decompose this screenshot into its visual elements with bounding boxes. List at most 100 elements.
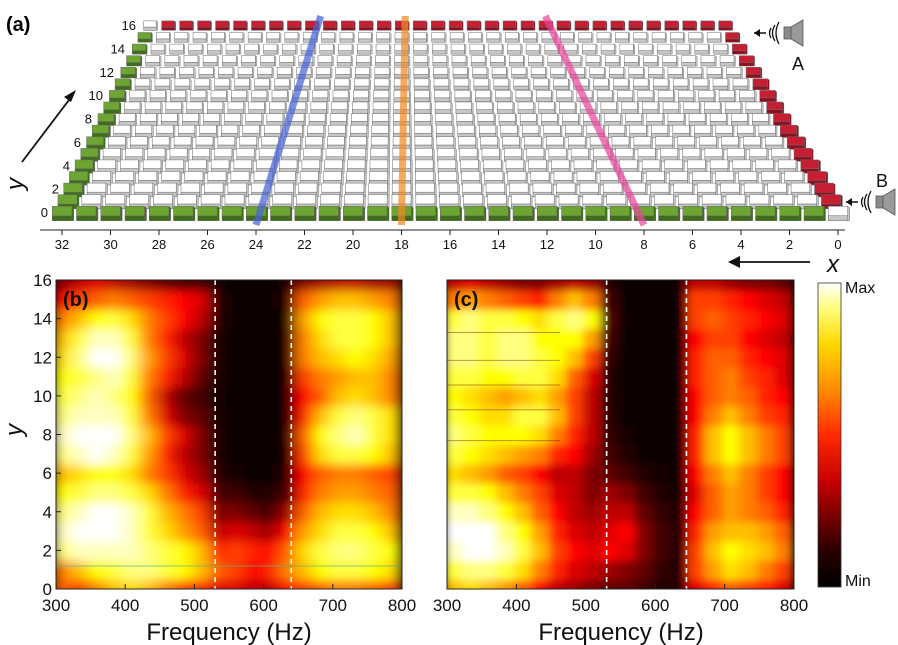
heatmap-cell — [565, 578, 586, 589]
heatmap-cell — [600, 423, 620, 446]
lattice-cell — [356, 55, 372, 67]
heatmap-cell — [600, 307, 620, 330]
heatmap-cell — [600, 539, 620, 562]
heatmap-cell — [687, 462, 707, 484]
heatmap-cell — [157, 501, 177, 523]
y-tick-label: 14 — [33, 310, 52, 329]
lattice-cell — [657, 43, 673, 55]
heatmap-cell — [548, 559, 568, 581]
lattice-cell — [613, 78, 630, 91]
lattice-cell — [713, 43, 729, 55]
lattice-cell — [248, 101, 267, 114]
heatmap-cell — [447, 539, 464, 562]
heatmap-cell — [513, 307, 534, 330]
lattice-cell — [97, 159, 118, 174]
lattice-cell — [281, 147, 301, 162]
colorbar-max-label: Max — [845, 280, 875, 297]
heatmap-cell — [312, 288, 333, 310]
heatmap-cell — [756, 280, 776, 291]
lattice-cell — [651, 124, 670, 138]
heatmap-cell — [347, 520, 367, 542]
lattice-cell — [315, 66, 333, 79]
lattice-cell — [473, 78, 491, 91]
panel-c-label: (c) — [454, 289, 478, 311]
y-tick-label: 0 — [43, 580, 52, 599]
heatmap-cell — [347, 539, 367, 562]
highlight-line — [252, 14, 325, 227]
heatmap-cell — [295, 462, 315, 484]
heatmap-cell — [583, 385, 603, 407]
lattice-cell — [318, 205, 341, 221]
heatmap-cell — [381, 385, 402, 407]
heatmap-cell — [139, 501, 160, 523]
heatmap-cell — [669, 385, 690, 407]
heatmap-b-y-label: y — [1, 422, 28, 438]
heatmap-cell — [226, 280, 246, 291]
heatmap-cell — [739, 578, 759, 589]
lattice-cell — [533, 78, 551, 91]
heatmap-cell — [461, 365, 481, 388]
lattice-cell — [556, 20, 572, 31]
lattice-cell — [449, 32, 465, 43]
x-tick-label: 10 — [588, 237, 602, 252]
lattice-cell — [242, 124, 262, 138]
heatmap-cell — [312, 280, 333, 291]
lattice-grid — [52, 20, 850, 221]
heatmap-cell — [687, 385, 707, 407]
x-tick-label: 500 — [180, 596, 208, 615]
heatmap-cell — [496, 307, 516, 330]
lattice-cell — [137, 32, 153, 43]
heatmap-cell — [70, 481, 90, 504]
lattice-cell — [507, 43, 523, 55]
lattice-cell — [305, 136, 325, 150]
lattice-cell — [147, 147, 168, 162]
lattice-cell — [517, 101, 536, 114]
lattice-cell — [314, 78, 331, 91]
y-tick-label: 2 — [52, 182, 59, 197]
lattice-cell — [528, 159, 549, 174]
heatmap-cell — [139, 423, 160, 446]
lattice-cell — [143, 20, 158, 31]
lattice-cell — [149, 205, 171, 221]
heatmap-cell — [87, 539, 108, 562]
heatmap-cell — [496, 520, 516, 542]
lattice-cell — [433, 66, 450, 79]
lattice-cell — [706, 205, 729, 221]
lattice-cell — [159, 66, 176, 79]
x-tick-label: 700 — [710, 596, 738, 615]
heatmap-cell — [208, 280, 229, 291]
heatmap-cell — [652, 559, 672, 581]
heatmap-cell — [56, 559, 73, 581]
heatmap-cell — [652, 288, 672, 310]
heatmap-b-x-ticks: 300 400 500 600 700 800 — [42, 584, 416, 615]
lattice-cell — [319, 43, 335, 55]
lattice-cell — [468, 32, 484, 43]
heatmap-cell — [226, 443, 246, 465]
lattice-cell — [218, 66, 235, 79]
heatmap-cell — [461, 559, 481, 581]
lattice-cell — [269, 20, 284, 31]
heatmap-cell — [56, 520, 73, 542]
heatmap-cell — [600, 481, 620, 504]
x-tick-label: 800 — [388, 596, 416, 615]
heatmap-cell — [330, 481, 350, 504]
lattice-cell — [100, 205, 123, 221]
heatmap-cell — [617, 346, 638, 368]
heatmap-cell — [87, 327, 108, 349]
heatmap-cell — [635, 327, 655, 349]
heatmap-cell — [295, 404, 315, 426]
heatmap-cell — [70, 462, 90, 484]
heatmap-cell — [496, 404, 516, 426]
heatmap-cell — [208, 346, 229, 368]
lattice-cell — [563, 43, 579, 55]
lattice-cell — [353, 90, 371, 102]
heatmap-cell — [139, 346, 160, 368]
heatmap-cell — [548, 481, 568, 504]
heatmap-cell — [565, 462, 586, 484]
heatmap-cell — [243, 559, 263, 581]
lattice-cell — [52, 205, 74, 221]
heatmap-cell — [139, 481, 160, 504]
lattice-cell — [538, 101, 557, 114]
heatmap-cell — [773, 365, 794, 388]
heatmap-cell — [364, 481, 384, 504]
